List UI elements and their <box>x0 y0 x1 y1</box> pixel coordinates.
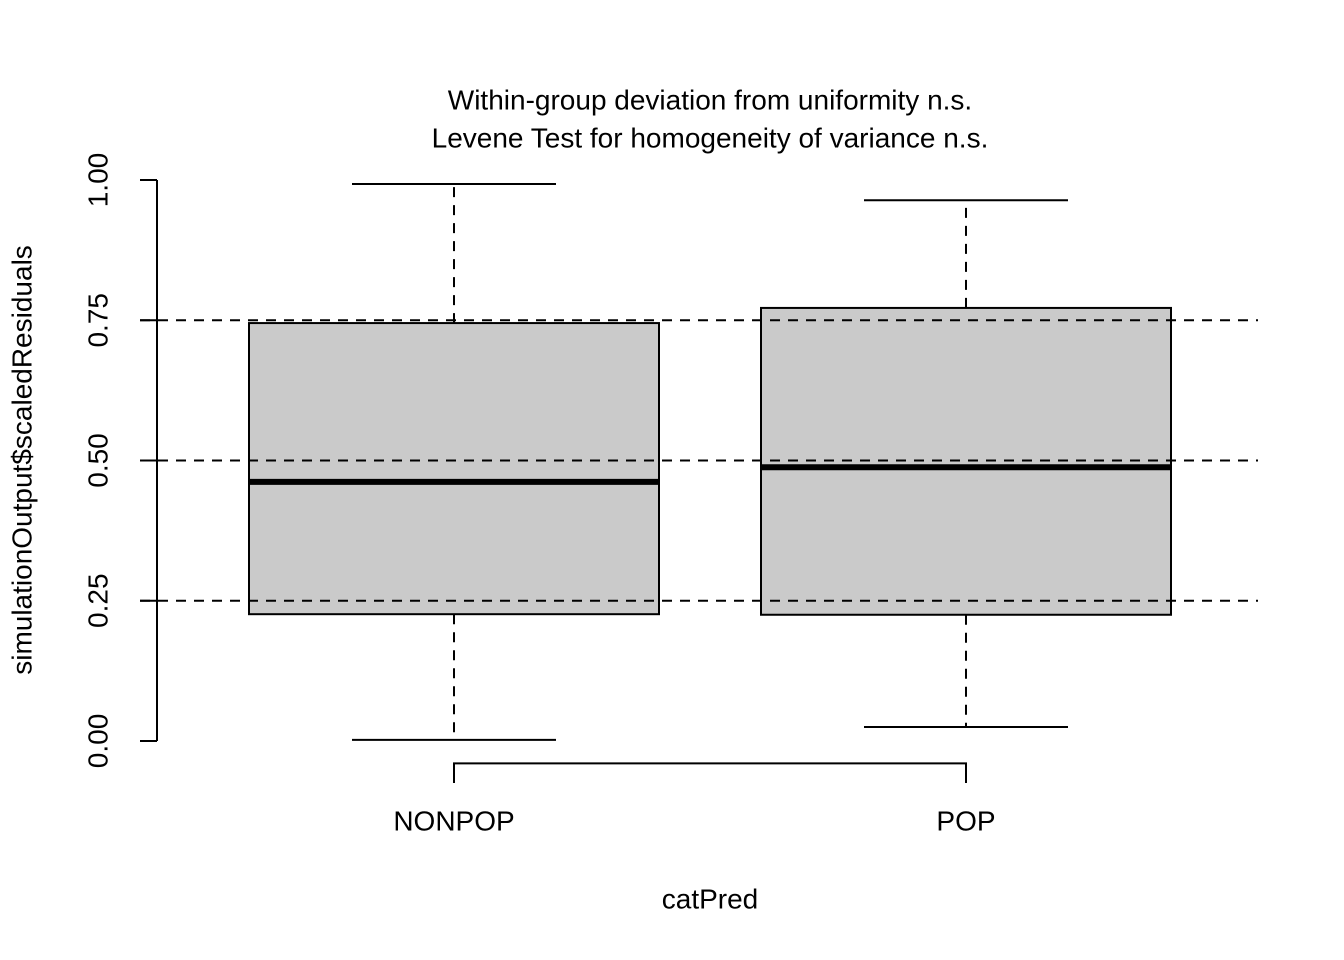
x-tick-label: POP <box>936 805 995 836</box>
x-axis-label: catPred <box>662 883 759 914</box>
chart-title: Within-group deviation from uniformity n… <box>448 84 972 115</box>
y-tick-label: 1.00 <box>82 153 113 208</box>
box <box>248 322 660 616</box>
y-tick-label: 0.25 <box>82 573 113 628</box>
y-tick-label: 0.75 <box>82 293 113 348</box>
box <box>760 306 1172 616</box>
chart-subtitle: Levene Test for homogeneity of variance … <box>432 122 989 153</box>
x-tick-label: NONPOP <box>393 805 514 836</box>
x-axis-line <box>453 762 967 783</box>
y-axis-label: simulationOutput$scaledResiduals <box>6 245 37 675</box>
y-tick-label: 0.00 <box>82 714 113 769</box>
y-tick-label: 0.50 <box>82 433 113 488</box>
